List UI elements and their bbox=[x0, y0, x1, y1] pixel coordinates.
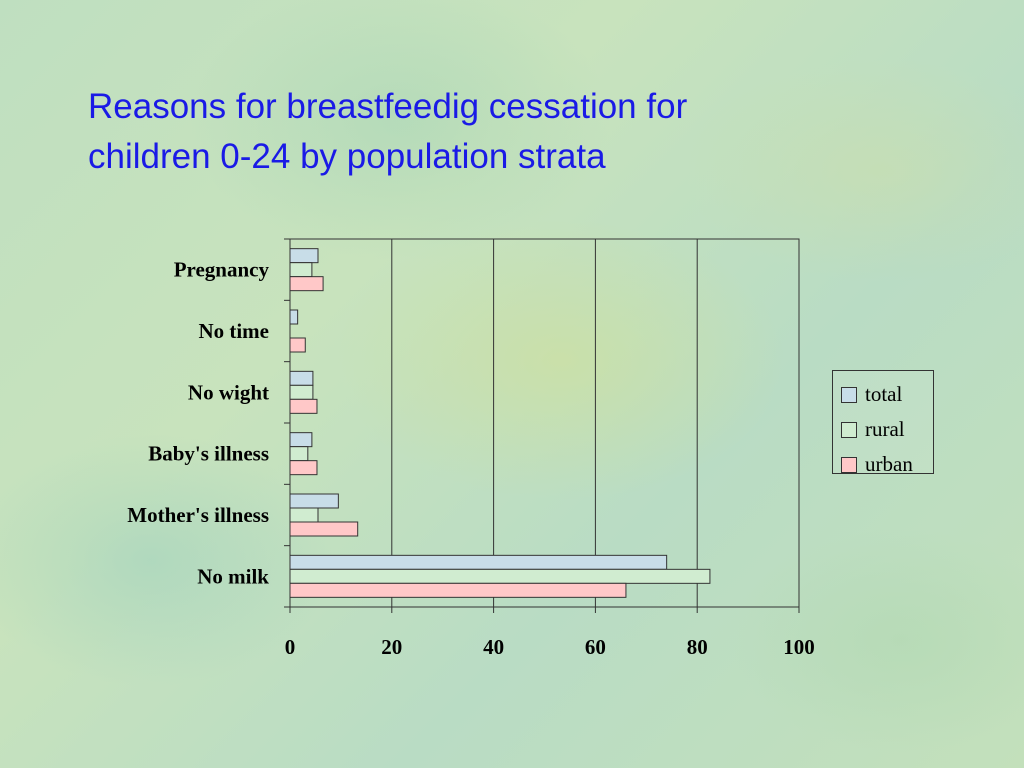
slide-title: Reasons for breastfeedig cessation for c… bbox=[88, 82, 848, 182]
x-tick-label: 0 bbox=[285, 635, 296, 659]
bar-total bbox=[289, 309, 299, 325]
title-line-2: children 0-24 by population strata bbox=[88, 137, 606, 176]
legend-label-total: total bbox=[865, 382, 903, 406]
bar-rural bbox=[289, 507, 319, 523]
legend-swatch-rural bbox=[841, 421, 857, 438]
x-tick-label: 20 bbox=[381, 635, 402, 659]
bar-urban bbox=[289, 337, 306, 353]
bar-rural bbox=[289, 446, 309, 462]
bar-urban bbox=[289, 460, 318, 476]
x-tick-label: 60 bbox=[585, 635, 606, 659]
bar-rural bbox=[289, 568, 711, 584]
legend-item-rural: rural bbox=[841, 412, 933, 447]
legend-label-rural: rural bbox=[865, 417, 905, 441]
legend-item-urban: urban bbox=[841, 447, 933, 482]
chart-legend: total rural urban bbox=[832, 370, 934, 476]
legend-swatch-urban bbox=[841, 456, 857, 473]
x-tick-label: 80 bbox=[687, 635, 708, 659]
bar-rural bbox=[289, 384, 314, 400]
bar-total bbox=[289, 370, 314, 386]
category-label: Pregnancy bbox=[174, 258, 270, 282]
bar-total bbox=[289, 554, 668, 570]
x-tick-label: 40 bbox=[483, 635, 504, 659]
bar-rural bbox=[289, 262, 313, 278]
category-label: No wight bbox=[188, 380, 269, 404]
category-label: No milk bbox=[197, 564, 269, 588]
legend-label-urban: urban bbox=[865, 452, 913, 476]
bar-total bbox=[289, 493, 339, 509]
legend-item-total: total bbox=[841, 377, 933, 412]
bar-urban bbox=[289, 276, 324, 292]
bar-total bbox=[289, 432, 313, 448]
title-line-1: Reasons for breastfeedig cessation for bbox=[88, 87, 688, 126]
x-tick-label: 100 bbox=[783, 635, 815, 659]
category-label: Mother's illness bbox=[127, 503, 269, 527]
legend-swatch-total bbox=[841, 386, 857, 403]
plot-area bbox=[289, 238, 800, 608]
category-label: Baby's illness bbox=[148, 442, 269, 466]
bar-total bbox=[289, 248, 319, 264]
bar-urban bbox=[289, 582, 627, 598]
category-label: No time bbox=[198, 319, 269, 343]
bar-urban bbox=[289, 398, 318, 414]
bar-urban bbox=[289, 521, 359, 537]
